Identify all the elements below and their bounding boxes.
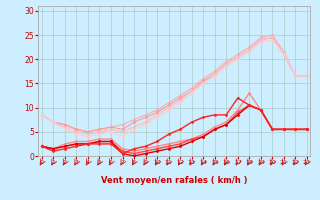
X-axis label: Vent moyen/en rafales ( km/h ): Vent moyen/en rafales ( km/h ) <box>101 176 248 185</box>
